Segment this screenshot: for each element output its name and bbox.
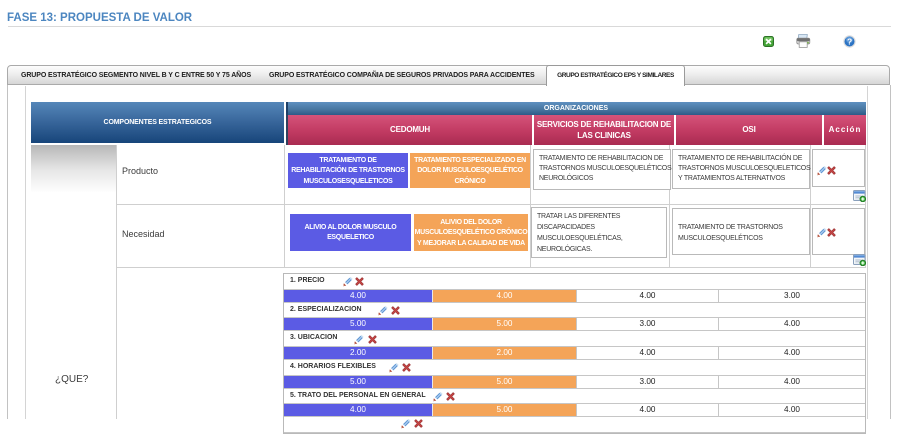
svg-text:?: ? xyxy=(847,37,852,47)
